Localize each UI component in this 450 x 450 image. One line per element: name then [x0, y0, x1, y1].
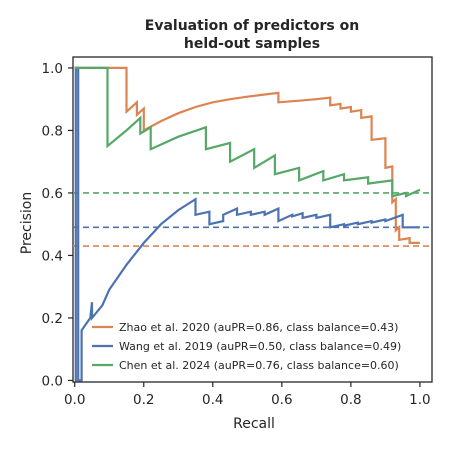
y-tick-label: 0.0 — [42, 373, 63, 389]
chart-title: Evaluation of predictors on held-out sam… — [145, 18, 359, 52]
x-tick-label: 0.8 — [340, 392, 361, 408]
class-balance-baselines — [73, 192, 432, 247]
y-axis-label: Precision — [19, 192, 35, 254]
plot-area — [72, 56, 433, 383]
y-tick-label: 0.4 — [42, 248, 63, 264]
legend-label-3: Chen et al. 2024 (auPR=0.76, class balan… — [119, 359, 399, 372]
y-tick-label: 0.6 — [42, 186, 63, 202]
y-tick-label: 0.2 — [42, 311, 63, 327]
legend: Zhao et al. 2020 (auPR=0.86, class balan… — [92, 321, 401, 372]
chart-title-line-1: Evaluation of predictors on — [145, 18, 359, 34]
x-tick-label: 0.0 — [64, 392, 85, 408]
legend-label-1: Zhao et al. 2020 (auPR=0.86, class balan… — [119, 321, 398, 334]
y-tick-label: 0.8 — [42, 123, 63, 139]
x-tick-label: 0.2 — [133, 392, 154, 408]
pr-curve-series-3 — [74, 66, 421, 198]
pr-curve-series-2 — [74, 66, 420, 382]
pr-curves — [74, 66, 421, 382]
y-tick-label: 1.0 — [42, 61, 63, 77]
x-axis-label: Recall — [233, 416, 275, 432]
x-tick-label: 1.0 — [409, 392, 430, 408]
x-tick-label: 0.4 — [202, 392, 223, 408]
x-axis-ticks: 0.0 0.2 0.4 0.6 0.8 1.0 — [64, 382, 431, 408]
chart-title-line-2: held-out samples — [184, 36, 320, 52]
pr-curve-series-1 — [74, 66, 420, 244]
x-tick-label: 0.6 — [271, 392, 292, 408]
legend-label-2: Wang et al. 2019 (auPR=0.50, class balan… — [119, 340, 401, 353]
y-axis-ticks: 0.0 0.2 0.4 0.6 0.8 1.0 — [42, 61, 73, 389]
